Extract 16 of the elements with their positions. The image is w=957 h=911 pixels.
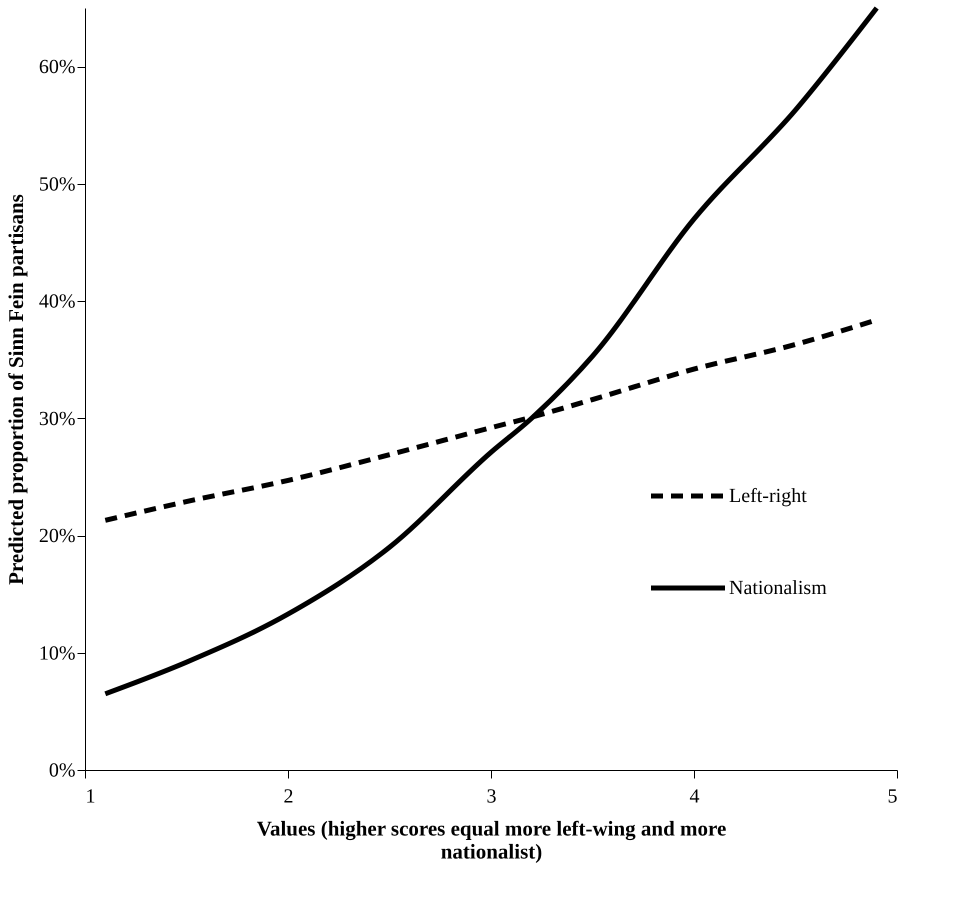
y-tick-label: 10% <box>38 642 76 664</box>
x-axis-title: Values (higher scores equal more left-wing and more nationalist) <box>256 816 726 864</box>
x-tick-label: 4 <box>690 786 700 808</box>
legend-label: Left-right <box>729 485 808 507</box>
y-tick-label: 60% <box>38 56 76 78</box>
x-tick-label: 1 <box>86 786 96 808</box>
y-axis-title: Predicted proportion of Sinn Fein partisans <box>4 194 28 585</box>
legend-label: Nationalism <box>729 577 828 599</box>
y-tick-label: 40% <box>38 290 76 313</box>
y-tick-label: 30% <box>38 408 76 430</box>
x-tick-label: 5 <box>888 786 898 808</box>
x-tick-label: 3 <box>486 786 496 808</box>
y-tick-label: 50% <box>38 173 76 196</box>
y-tick-label: 0% <box>48 760 76 782</box>
y-tick-label: 20% <box>38 525 76 548</box>
x-tick-label: 2 <box>284 786 294 808</box>
